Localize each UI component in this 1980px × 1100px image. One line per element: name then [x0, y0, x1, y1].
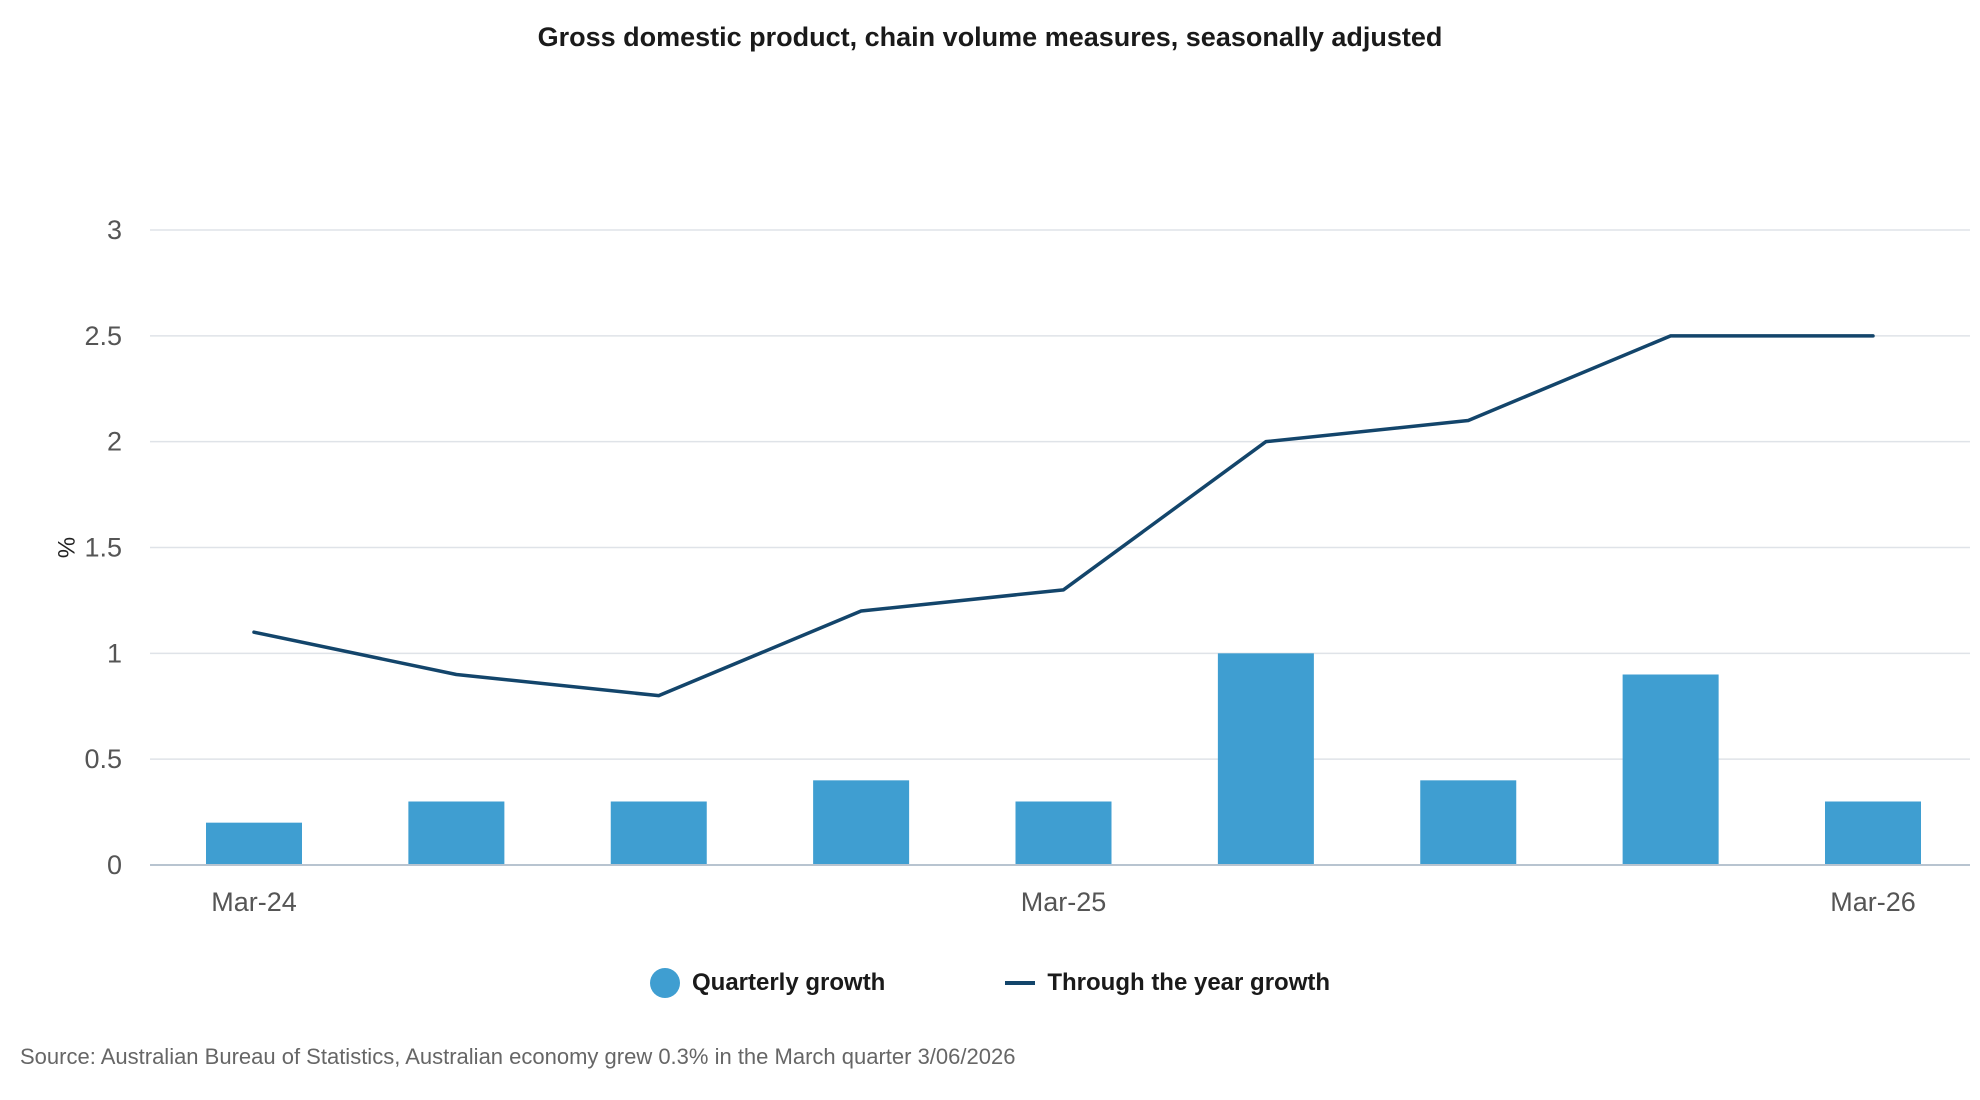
legend-line-icon — [1005, 981, 1036, 985]
y-tick-label: 2.5 — [84, 321, 122, 351]
legend-circle-icon — [649, 968, 680, 998]
legend: Quarterly growth Through the year growth — [0, 968, 1980, 998]
legend-item-through-year[interactable]: Through the year growth — [1005, 969, 1330, 997]
bar-Dec-25[interactable] — [1622, 674, 1719, 866]
line-point-Dec-25[interactable] — [1665, 330, 1677, 342]
line-point-Dec-24[interactable] — [855, 605, 867, 617]
chart-title: Gross domestic product, chain volume mea… — [537, 22, 1443, 52]
line-point-Jun-24[interactable] — [450, 669, 462, 681]
legend-label-through-year: Through the year growth — [1047, 969, 1331, 996]
bar-Dec-24[interactable] — [813, 780, 910, 865]
bar-Jun-25[interactable] — [1217, 653, 1314, 865]
line-through-the-year-growth[interactable] — [252, 334, 1875, 698]
line-point-Mar-26[interactable] — [1867, 330, 1879, 342]
line-point-Mar-25[interactable] — [1058, 584, 1070, 596]
bar-Sep-24[interactable] — [610, 801, 707, 866]
y-tick-label: 2 — [107, 427, 122, 457]
y-tick-label: 1 — [107, 638, 122, 668]
line-point-Mar-24[interactable] — [248, 626, 260, 638]
bar-Mar-26[interactable] — [1825, 801, 1921, 866]
bar-series — [206, 653, 1921, 865]
line-point-Jun-25[interactable] — [1260, 436, 1272, 448]
axes: 0 0.5 1 1.5 2 2.5 3% Mar-24 Mar-25 Mar-26 — [52, 215, 1970, 917]
line-point-Sep-24[interactable] — [653, 690, 665, 702]
legend-label-quarterly: Quarterly growth — [691, 969, 886, 996]
y-tick-label: 0.5 — [84, 744, 122, 774]
line-series — [248, 330, 1879, 702]
y-axis-label: % — [52, 537, 79, 558]
y-tick-label: 1.5 — [84, 533, 122, 563]
legend-item-quarterly[interactable]: Quarterly growth — [649, 968, 886, 998]
x-tick-label: Mar-26 — [1830, 887, 1916, 917]
bar-Mar-24[interactable] — [206, 822, 302, 865]
bar-Mar-25[interactable] — [1015, 801, 1112, 866]
bar-Sep-25[interactable] — [1420, 780, 1517, 865]
grid-lines — [150, 229, 1970, 760]
bar-Jun-24[interactable] — [408, 801, 505, 866]
x-tick-label: Mar-24 — [211, 887, 297, 917]
source-note: Source: Australian Bureau of Statistics,… — [20, 1044, 1016, 1069]
x-tick-label: Mar-25 — [1021, 887, 1107, 917]
y-tick-label: 3 — [107, 215, 122, 245]
line-point-Sep-25[interactable] — [1462, 415, 1474, 427]
y-tick-label: 0 — [107, 850, 122, 880]
